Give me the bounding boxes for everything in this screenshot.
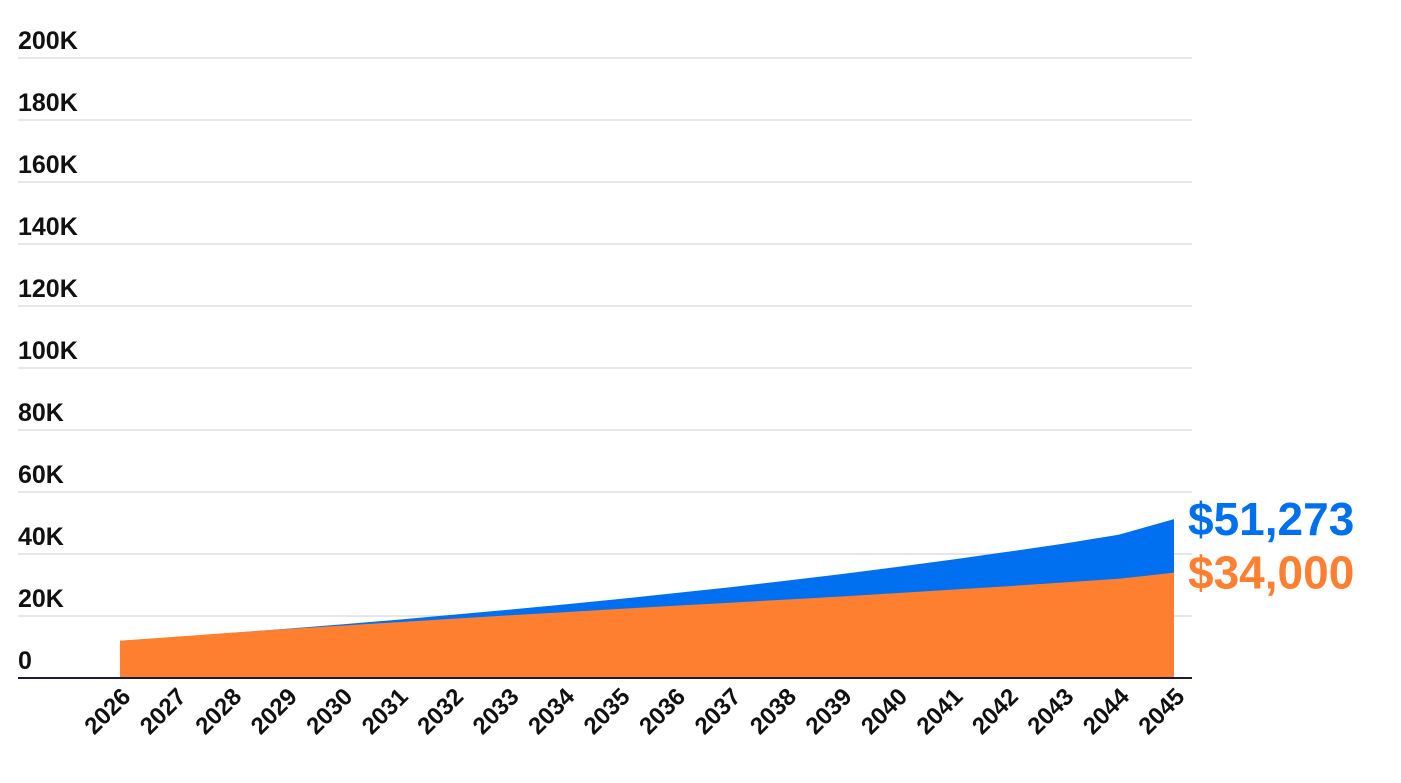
x-tick-label: 2033: [468, 683, 525, 740]
y-tick-label: 140K: [18, 213, 78, 241]
x-tick-label: 2037: [690, 683, 747, 740]
x-tick-label: 2026: [79, 683, 136, 740]
x-tick-label: 2036: [634, 683, 691, 740]
x-tick-label: 2041: [912, 683, 969, 740]
end-value-label-1: $34,000: [1188, 547, 1354, 599]
y-tick-label: 160K: [18, 151, 78, 179]
y-tick-label: 180K: [18, 89, 78, 117]
x-tick-label: 2044: [1078, 683, 1135, 740]
x-tick-label: 2035: [579, 683, 636, 740]
x-tick-label: 2045: [1133, 683, 1190, 740]
x-axis: 2026202720282029203020312032203320342035…: [79, 683, 1190, 740]
x-tick-label: 2030: [301, 683, 358, 740]
x-tick-label: 2032: [412, 683, 469, 740]
x-tick-label: 2043: [1022, 683, 1079, 740]
x-tick-label: 2028: [190, 683, 247, 740]
x-tick-label: 2040: [856, 683, 913, 740]
y-tick-label: 40K: [18, 523, 64, 551]
series-areas: [120, 519, 1174, 678]
y-tick-label: 200K: [18, 27, 78, 55]
y-tick-label: 20K: [18, 585, 64, 613]
x-tick-label: 2027: [135, 683, 192, 740]
y-tick-label: 120K: [18, 275, 78, 303]
y-tick-label: 0: [18, 647, 32, 675]
end-value-label-0: $51,273: [1188, 493, 1354, 545]
x-tick-label: 2042: [967, 683, 1024, 740]
x-tick-label: 2034: [523, 683, 580, 740]
x-tick-label: 2029: [246, 683, 303, 740]
y-axis: 0 20K 40K 60K 80K 100K 120K 140K 160K 180K 200K: [18, 27, 78, 675]
gridlines: [18, 57, 1192, 617]
end-value-labels: $51,273$34,000: [1188, 493, 1354, 599]
y-tick-label: 80K: [18, 399, 64, 427]
series-area-1: [120, 572, 1174, 678]
x-tick-label: 2039: [801, 683, 858, 740]
x-tick-label: 2038: [745, 683, 802, 740]
x-tick-label: 2031: [357, 683, 414, 740]
y-tick-label: 60K: [18, 461, 64, 489]
y-tick-label: 100K: [18, 337, 78, 365]
